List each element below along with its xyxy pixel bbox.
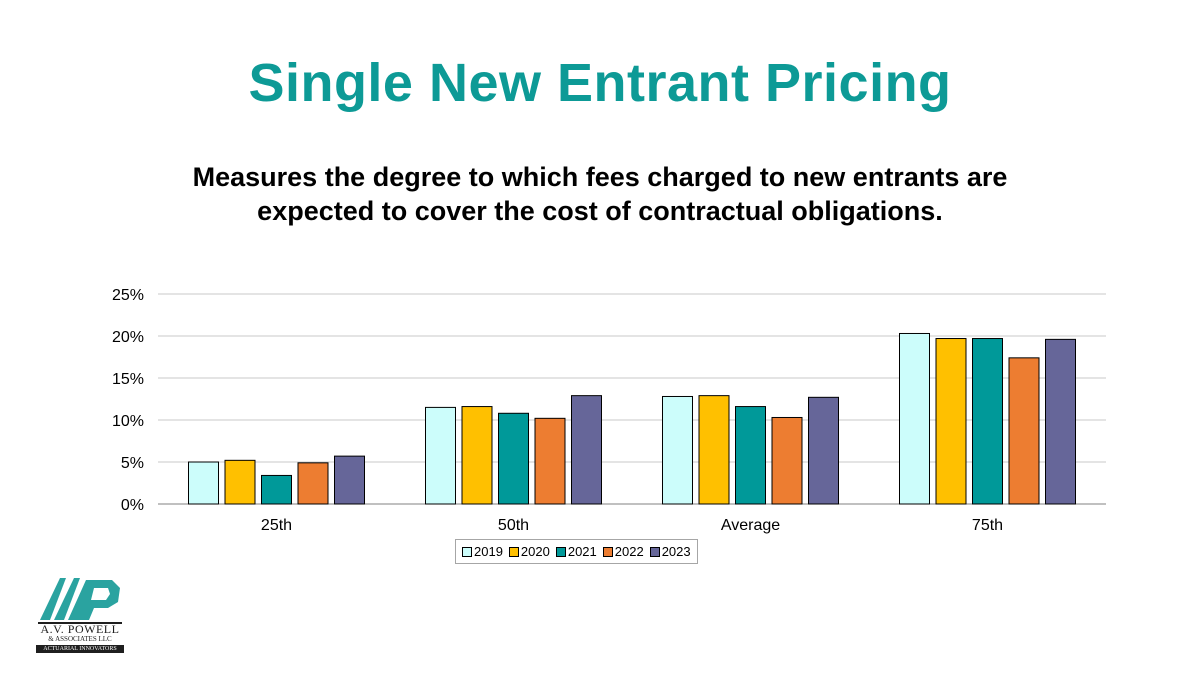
legend-swatch xyxy=(462,546,472,557)
x-tick-label: 50th xyxy=(498,517,529,534)
legend-item-2021: 2021 xyxy=(555,544,597,559)
legend-swatch xyxy=(508,546,519,557)
y-tick-label: 5% xyxy=(121,455,144,472)
bar-2021-50th xyxy=(498,412,529,505)
legend-label: 2019 xyxy=(474,544,503,559)
bar-2023-75th xyxy=(1045,338,1076,505)
bar-2023-50th xyxy=(571,395,602,505)
bar-2022-75th xyxy=(1008,357,1040,505)
legend-swatch xyxy=(649,546,660,557)
logo-company-suffix: & ASSOCIATES LLC xyxy=(48,635,112,643)
legend-label: 2022 xyxy=(614,544,644,559)
y-tick-label: 10% xyxy=(112,413,144,430)
bar-2019-50th xyxy=(425,406,456,505)
legend-label: 2020 xyxy=(520,544,550,559)
x-tick-label: Average xyxy=(721,517,780,534)
bar-2020-25th xyxy=(224,459,256,505)
legend-label: 2021 xyxy=(567,544,597,559)
subtitle-line-2: expected to cover the cost of contractua… xyxy=(257,196,943,226)
legend-label: 2023 xyxy=(661,544,691,559)
bar-2021-25th xyxy=(261,474,292,505)
bar-2020-75th xyxy=(935,338,967,505)
x-tick-label: 25th xyxy=(261,517,292,534)
y-tick-label: 20% xyxy=(112,329,144,346)
bars xyxy=(188,332,1076,505)
bar-2022-50th xyxy=(534,417,566,505)
bar-2019-average xyxy=(662,395,693,505)
y-tick-label: 25% xyxy=(112,287,144,304)
logo-tagline: ACTUARIAL INNOVATORS xyxy=(36,645,124,653)
bar-2020-average xyxy=(698,395,730,505)
bar-2019-75th xyxy=(899,332,930,505)
y-tick-label: 15% xyxy=(112,371,144,388)
bar-2020-50th xyxy=(461,406,493,505)
y-axis-ticks: 0% 5% 10% 15% 20% 25% xyxy=(112,287,144,514)
logo-company-name: A.V. POWELL xyxy=(40,622,120,636)
slide-title: Single New Entrant Pricing xyxy=(248,53,952,113)
slide-subtitle: Measures the degree to which fees charge… xyxy=(100,160,1100,228)
company-logo xyxy=(38,578,122,624)
subtitle-line-1: Measures the degree to which fees charge… xyxy=(192,162,1008,192)
legend-item-2022: 2022 xyxy=(602,544,644,559)
bar-2023-average xyxy=(808,396,839,505)
bar-2022-average xyxy=(771,416,803,505)
y-tick-label: 0% xyxy=(121,497,144,514)
chart-legend: 2019 2020 2021 2022 2023 xyxy=(455,539,698,564)
bar-2023-25th xyxy=(334,455,365,505)
legend-item-2023: 2023 xyxy=(649,544,691,559)
bar-2022-25th xyxy=(297,462,329,505)
legend-swatch xyxy=(555,546,566,557)
x-tick-label: 75th xyxy=(972,517,1003,534)
legend-swatch xyxy=(602,546,613,557)
bar-2021-75th xyxy=(972,338,1003,505)
bar-2019-25th xyxy=(188,461,219,505)
legend-item-2019: 2019 xyxy=(462,544,503,559)
bar-2021-average xyxy=(735,406,766,505)
legend-item-2020: 2020 xyxy=(508,544,550,559)
x-axis-ticks: 25th 50th Average 75th xyxy=(261,517,1003,534)
